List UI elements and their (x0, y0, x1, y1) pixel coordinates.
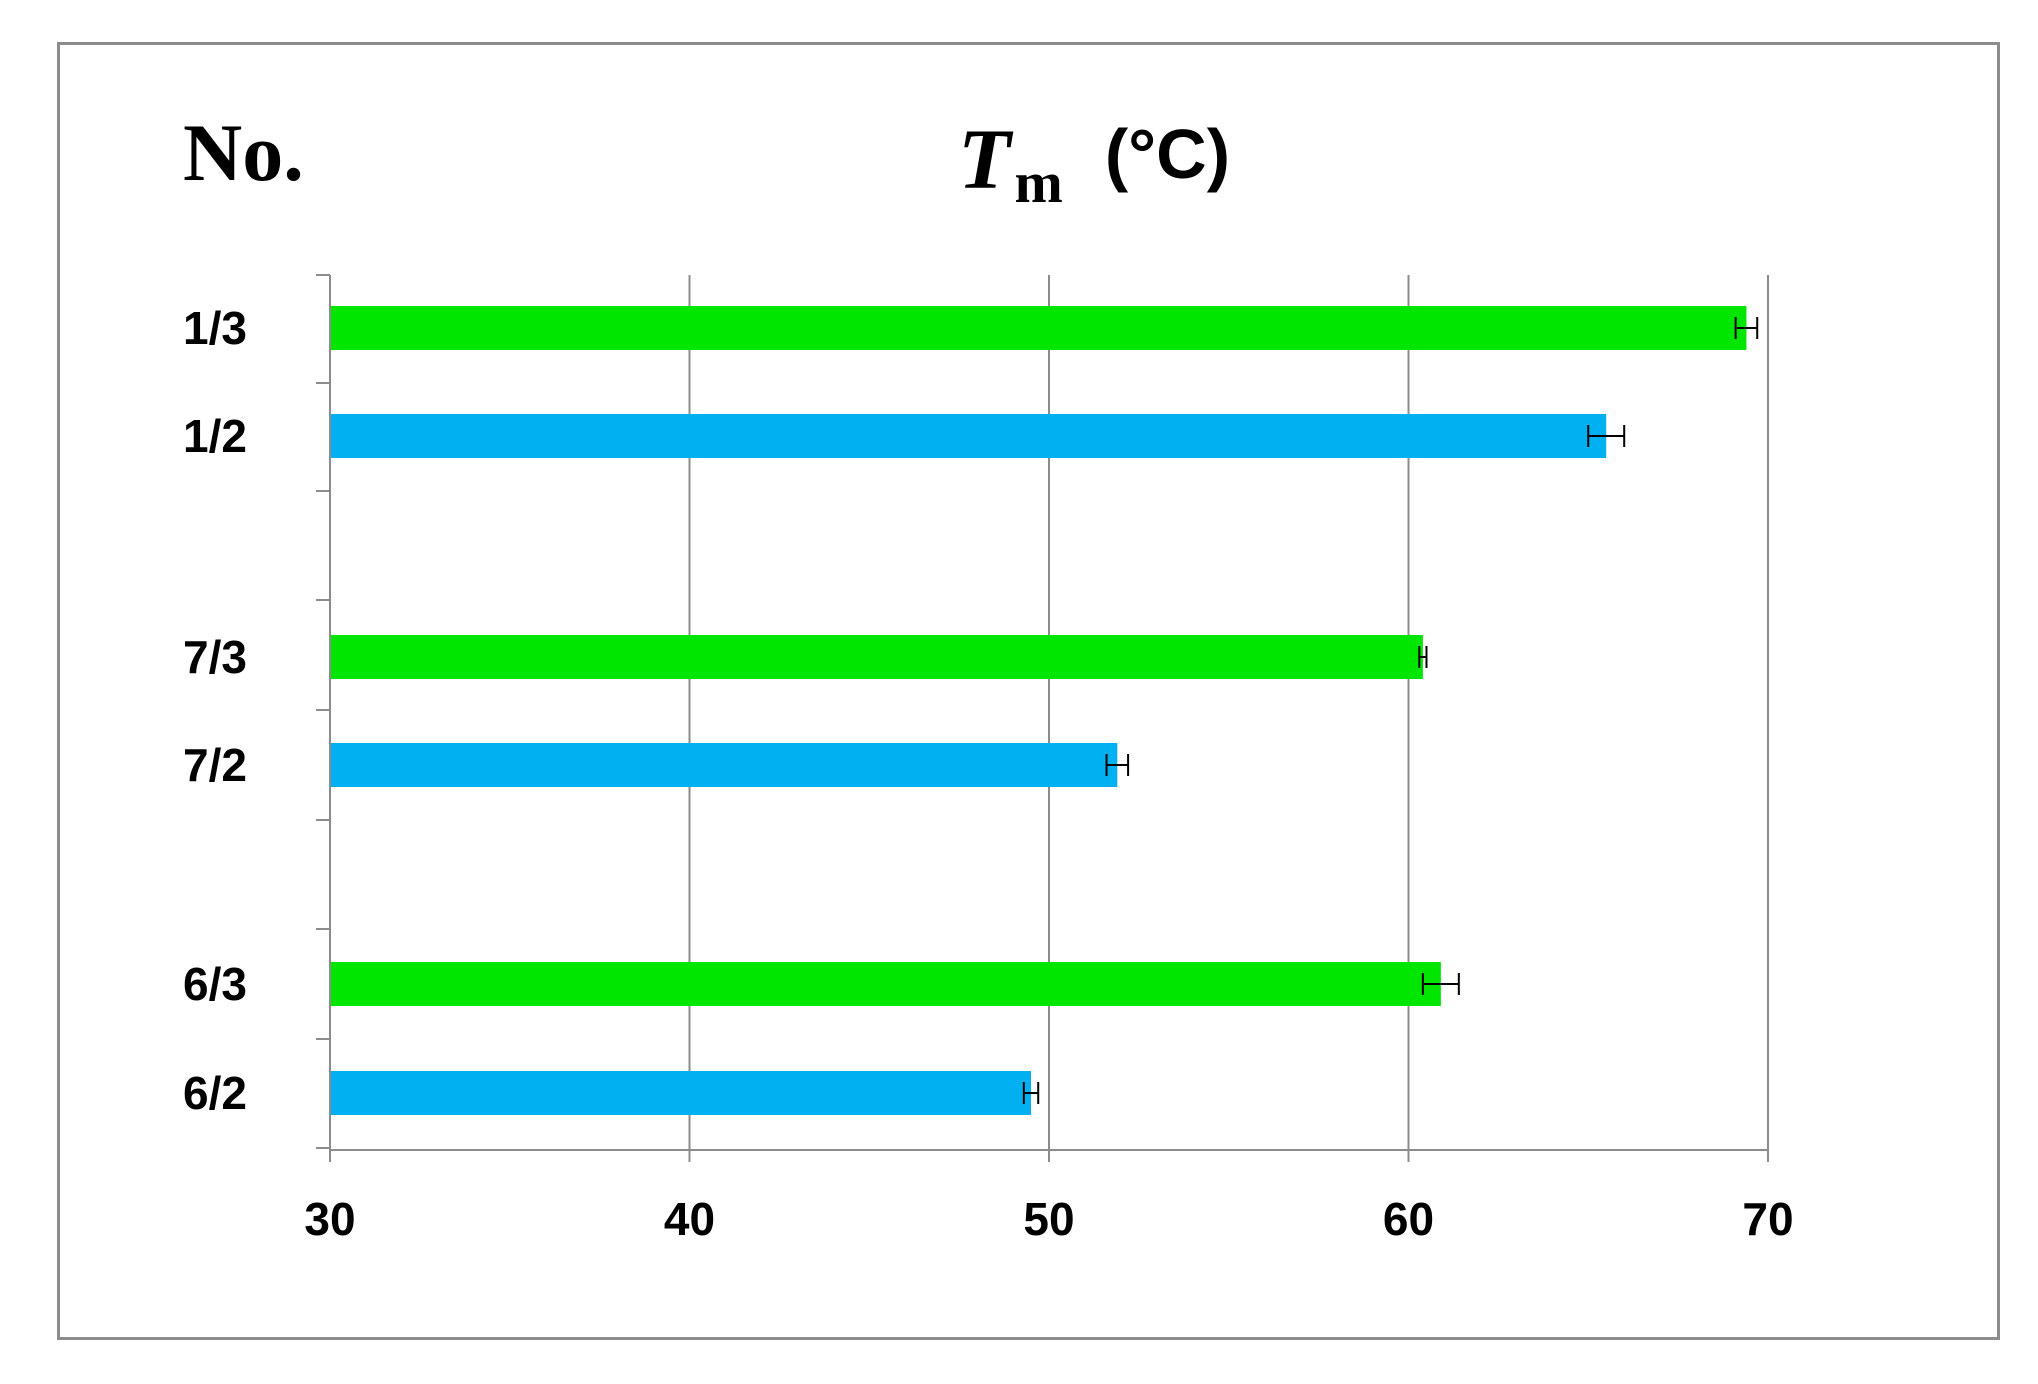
category-label: 6/2 (183, 1067, 247, 1119)
category-label: 6/3 (183, 958, 247, 1010)
x-tick-label: 60 (1383, 1193, 1434, 1245)
bar-7-2 (331, 743, 1118, 787)
category-label: 1/3 (183, 302, 247, 354)
bar-7-3 (331, 635, 1423, 679)
no-label: No. (183, 107, 304, 198)
category-label: 7/3 (183, 631, 247, 683)
error-bar (1421, 973, 1460, 995)
bar-1-3 (331, 306, 1747, 350)
bars (331, 306, 1759, 1115)
tm-symbol: T (958, 111, 1014, 207)
gridlines (688, 275, 1769, 1150)
error-bar (1734, 317, 1759, 339)
error-bar (1022, 1082, 1040, 1104)
category-label: 7/2 (183, 739, 247, 791)
x-tick-label: 30 (304, 1193, 355, 1245)
header: No. Tm (°C) (183, 107, 1230, 215)
bar-1-2 (331, 414, 1607, 458)
category-label: 1/2 (183, 410, 247, 462)
x-tick-label: 50 (1023, 1193, 1074, 1245)
axes (316, 274, 1769, 1162)
labels: 30 40 50 60 70 1/3 1/2 7/3 7/2 6/3 6/2 (183, 302, 1794, 1245)
bar-6-3 (331, 962, 1441, 1006)
error-bar (1105, 754, 1130, 776)
tm-title: Tm (°C) (958, 111, 1230, 215)
tm-subscript: m (1015, 150, 1063, 215)
error-bar (1587, 425, 1626, 447)
tm-unit: (°C) (1105, 115, 1230, 193)
chart-frame (57, 42, 2000, 1340)
x-tick-label: 70 (1742, 1193, 1793, 1245)
error-bar (1418, 646, 1428, 668)
x-tick-label: 40 (664, 1193, 715, 1245)
bar-6-2 (331, 1071, 1032, 1115)
